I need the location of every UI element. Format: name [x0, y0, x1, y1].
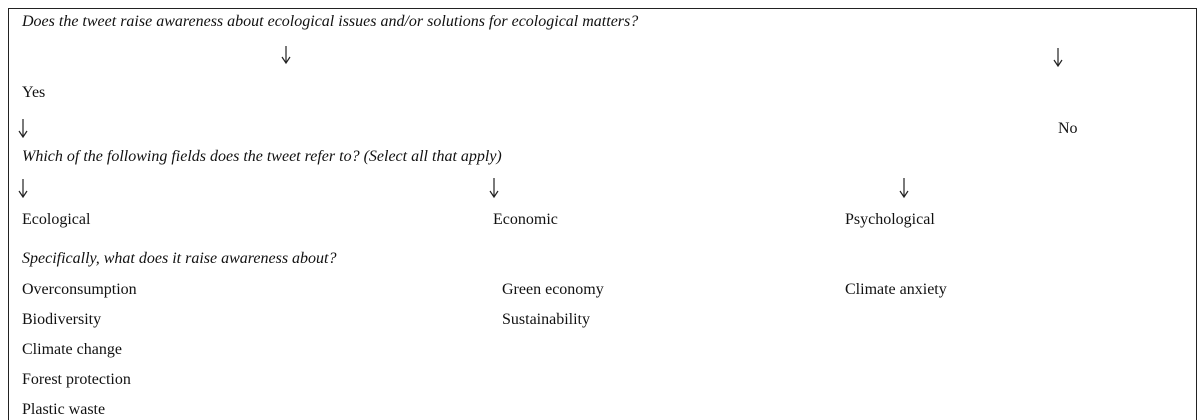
item: Climate anxiety [845, 281, 947, 298]
item: Overconsumption [22, 281, 137, 298]
question: Does the tweet raise awareness about eco… [22, 13, 639, 30]
item: Climate change [22, 341, 122, 358]
item: Forest protection [22, 371, 131, 388]
specific-question: Specifically, what does it raise awarene… [22, 250, 337, 267]
no: No [1058, 120, 1078, 137]
frame [8, 8, 1197, 420]
field: Psychological [845, 211, 935, 228]
arrows [18, 46, 1063, 199]
item: Biodiversity [22, 311, 102, 328]
yes: Yes [22, 84, 46, 101]
item: Plastic waste [22, 401, 106, 418]
item: Sustainability [502, 311, 590, 328]
field: Ecological [22, 211, 91, 228]
fields-question: Which of the following fields does the t… [22, 148, 502, 165]
item: Green economy [502, 281, 604, 298]
field: Economic [493, 211, 558, 228]
